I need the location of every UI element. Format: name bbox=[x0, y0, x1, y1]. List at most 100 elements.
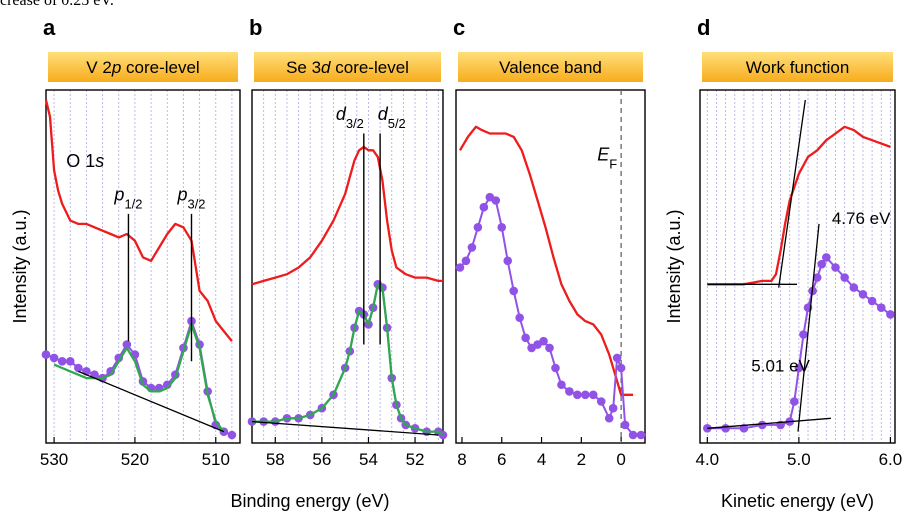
data-point bbox=[840, 273, 849, 282]
panel-letter: c bbox=[453, 15, 465, 40]
peak-annotation: O 1s bbox=[66, 151, 104, 171]
panel-header-text: V 2p core-level bbox=[86, 58, 199, 77]
series-red-spectrum bbox=[44, 99, 233, 342]
data-point bbox=[49, 353, 59, 363]
data-point bbox=[515, 313, 524, 323]
x-tick-label: 54 bbox=[359, 450, 378, 469]
peak-annotation: d3/2 bbox=[336, 104, 364, 131]
data-point bbox=[473, 223, 483, 232]
series-red-spectrum bbox=[707, 125, 891, 286]
series-red-spectrum bbox=[251, 145, 443, 286]
data-point bbox=[565, 387, 574, 396]
data-point bbox=[74, 363, 83, 373]
x-tick-label: 2 bbox=[577, 450, 586, 469]
panel-header-banner bbox=[702, 52, 893, 82]
data-point bbox=[831, 263, 840, 272]
series-purple-line bbox=[459, 195, 641, 436]
page-caption-fragment: crease of 0.25 eV. bbox=[0, 0, 906, 14]
panel-header-banner bbox=[458, 52, 643, 82]
data-point bbox=[612, 353, 622, 363]
series-red-spectrum bbox=[459, 125, 634, 396]
data-point bbox=[867, 296, 877, 306]
panel-a: a V 2p core-level 530 520 510 O 1s p1/2 p3/2 Int… bbox=[10, 15, 241, 469]
plot-frame bbox=[251, 89, 444, 444]
panel-letter: b bbox=[249, 15, 262, 40]
data-point bbox=[620, 420, 630, 430]
plot-frame bbox=[455, 89, 646, 444]
x-tick-label: 4.0 bbox=[696, 450, 720, 469]
peak-annotation: d5/2 bbox=[378, 104, 406, 131]
data-point bbox=[799, 330, 808, 339]
data-point bbox=[789, 397, 799, 406]
series-baseline-2 bbox=[707, 417, 831, 429]
x-tick-label: 52 bbox=[406, 450, 425, 469]
peak-annotation: EF bbox=[597, 144, 617, 171]
panel-c: c Valence band 8 6 4 2 0 EF bbox=[453, 15, 646, 469]
data-point bbox=[227, 430, 237, 440]
panel-d: d Work function 4.0 5.0 6.0 4.76 eV 5.01 eV Int… bbox=[664, 15, 902, 511]
data-point bbox=[596, 397, 606, 406]
panel-letter: a bbox=[43, 15, 56, 40]
data-point bbox=[817, 259, 827, 269]
data-point bbox=[122, 340, 132, 349]
panel-header-banner bbox=[254, 52, 441, 82]
plot-frame bbox=[699, 89, 896, 444]
data-point bbox=[557, 380, 566, 390]
data-point bbox=[886, 310, 895, 319]
data-point bbox=[479, 202, 489, 212]
value-annotation: 5.01 eV bbox=[751, 356, 810, 375]
data-point bbox=[757, 420, 767, 430]
data-point bbox=[461, 256, 471, 266]
y-axis-label: Intensity (a.u.) bbox=[10, 209, 30, 323]
data-point bbox=[616, 363, 626, 373]
series-background-line bbox=[251, 420, 439, 436]
data-point bbox=[65, 357, 75, 366]
data-point bbox=[588, 390, 598, 400]
data-point bbox=[721, 424, 730, 433]
y-axis-label: Intensity (a.u.) bbox=[664, 209, 684, 323]
x-tick-label: 56 bbox=[312, 450, 331, 469]
peak-annotation: p1/2 bbox=[113, 185, 142, 212]
data-point bbox=[573, 390, 582, 400]
data-point bbox=[491, 196, 501, 205]
data-point bbox=[545, 343, 554, 353]
data-point bbox=[57, 357, 67, 366]
x-tick-label: 8 bbox=[457, 450, 466, 469]
panel-letter: d bbox=[697, 15, 710, 40]
plot-frame bbox=[45, 89, 241, 444]
data-point bbox=[581, 390, 590, 400]
x-tick-label: 0 bbox=[616, 450, 625, 469]
series-cutoff-fit-2 bbox=[797, 223, 820, 432]
panel-header-text: Work function bbox=[746, 58, 850, 77]
data-point bbox=[876, 303, 886, 313]
peak-annotation: p3/2 bbox=[176, 185, 205, 212]
series-green-fit bbox=[53, 323, 225, 433]
x-axis-label-kinetic-energy: Kinetic energy (eV) bbox=[721, 491, 874, 511]
data-point bbox=[849, 283, 859, 292]
data-point bbox=[604, 413, 614, 423]
data-point bbox=[41, 350, 51, 359]
data-point bbox=[794, 363, 804, 373]
panel-header-text: Valence band bbox=[499, 58, 602, 77]
data-point bbox=[503, 256, 513, 266]
x-tick-label: 510 bbox=[202, 450, 230, 469]
x-tick-label: 530 bbox=[40, 450, 68, 469]
data-point bbox=[497, 223, 507, 232]
x-tick-label: 5.0 bbox=[787, 450, 811, 469]
data-point bbox=[455, 263, 465, 272]
data-point bbox=[812, 273, 822, 282]
x-axis-label-binding-energy: Binding energy (eV) bbox=[230, 491, 389, 511]
data-point bbox=[628, 430, 638, 440]
value-annotation: 4.76 eV bbox=[832, 209, 891, 228]
data-point bbox=[509, 286, 518, 296]
x-tick-label: 58 bbox=[266, 450, 285, 469]
panel-header-text: Se 3d core-level bbox=[286, 58, 409, 77]
panel-b: b Se 3d core-level 58 56 54 52 d3/2 d5/2 bbox=[247, 15, 448, 469]
data-point bbox=[521, 333, 530, 343]
x-tick-label: 6 bbox=[497, 450, 506, 469]
data-point bbox=[551, 363, 560, 373]
caption-text: crease of 0.25 eV. bbox=[0, 0, 114, 9]
data-point bbox=[822, 253, 831, 262]
data-point bbox=[539, 336, 548, 346]
